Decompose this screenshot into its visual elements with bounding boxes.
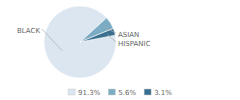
legend-entry: 91.3%: [78, 89, 101, 97]
slice-annotation: BLACK: [17, 27, 40, 35]
slice-annotation: ASIAN: [118, 31, 139, 39]
leader-line: [42, 29, 62, 51]
pie-slice: [44, 6, 116, 78]
legend-entry: 5.6%: [118, 89, 136, 97]
chart: BLACK ASIANHISPANIC 91.3% 5.6% 3.1%: [0, 0, 240, 100]
legend-entry: 3.1%: [154, 89, 172, 97]
legend-swatch: [108, 89, 115, 95]
legend-swatch: [68, 89, 75, 95]
legend-swatch: [144, 89, 151, 95]
slice-annotation: HISPANIC: [118, 40, 151, 48]
legend: 91.3% 5.6% 3.1%: [68, 89, 172, 97]
leader-line: [104, 27, 116, 33]
pie: [44, 6, 116, 78]
leader-line: [107, 34, 116, 42]
